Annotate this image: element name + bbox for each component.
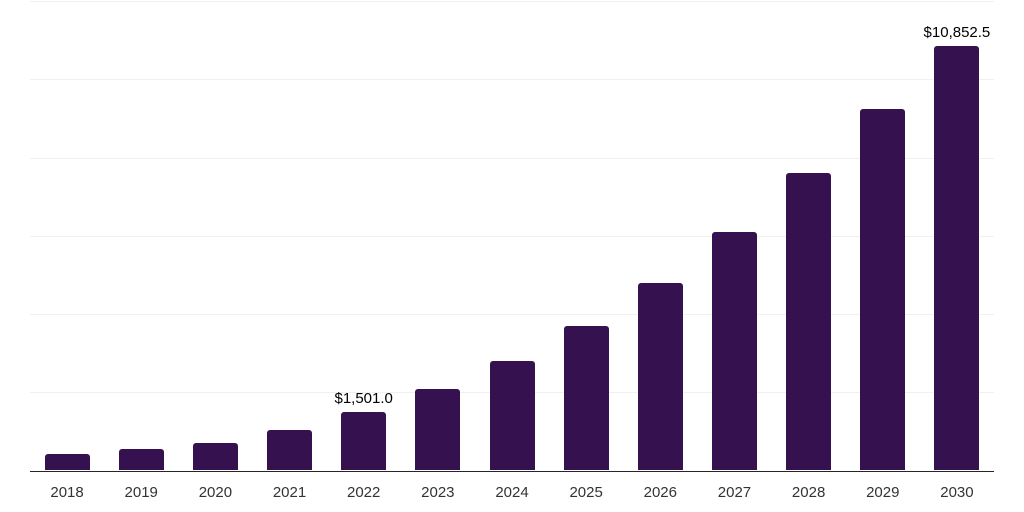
x-axis-label-2021: 2021 xyxy=(272,484,307,501)
bar-2022[interactable] xyxy=(341,411,387,471)
bar-2030[interactable] xyxy=(934,45,980,471)
bar-2021[interactable] xyxy=(267,429,313,471)
x-axis-label-2030: 2030 xyxy=(940,484,974,501)
x-axis-label-2018: 2018 xyxy=(50,484,84,501)
gridline-10000 xyxy=(30,79,994,81)
data-label-2030: $10,852.5 xyxy=(923,23,991,41)
gridline-12000 xyxy=(30,1,994,2)
bar-2023[interactable] xyxy=(415,389,461,471)
bar-2025[interactable] xyxy=(563,325,609,471)
x-axis-label-2024: 2024 xyxy=(495,484,529,501)
data-label-2022: $1,501.0 xyxy=(334,389,393,407)
bar-2026[interactable] xyxy=(637,283,683,471)
gridline-6000 xyxy=(30,235,994,237)
bar-2018[interactable] xyxy=(44,454,90,471)
bar-2029[interactable] xyxy=(860,108,906,471)
bar-2019[interactable] xyxy=(118,448,164,471)
x-axis-label-2022: 2022 xyxy=(347,484,381,501)
x-axis-label-2026: 2026 xyxy=(643,484,677,501)
gridline-4000 xyxy=(30,314,994,315)
gridline-8000 xyxy=(30,157,994,159)
bar-2020[interactable] xyxy=(192,443,238,471)
bar-2028[interactable] xyxy=(786,173,832,471)
x-axis-label-2020: 2020 xyxy=(198,484,233,501)
x-axis-label-2019: 2019 xyxy=(124,484,158,501)
x-axis-line xyxy=(30,470,994,472)
x-axis-label-2028: 2028 xyxy=(791,484,826,501)
bar-2027[interactable] xyxy=(711,231,757,471)
x-axis-label-2029: 2029 xyxy=(866,484,900,501)
x-axis-label-2025: 2025 xyxy=(569,484,603,501)
x-axis-label-2027: 2027 xyxy=(717,484,752,501)
x-axis-label-2023: 2023 xyxy=(421,484,455,501)
bar-2024[interactable] xyxy=(489,360,535,471)
